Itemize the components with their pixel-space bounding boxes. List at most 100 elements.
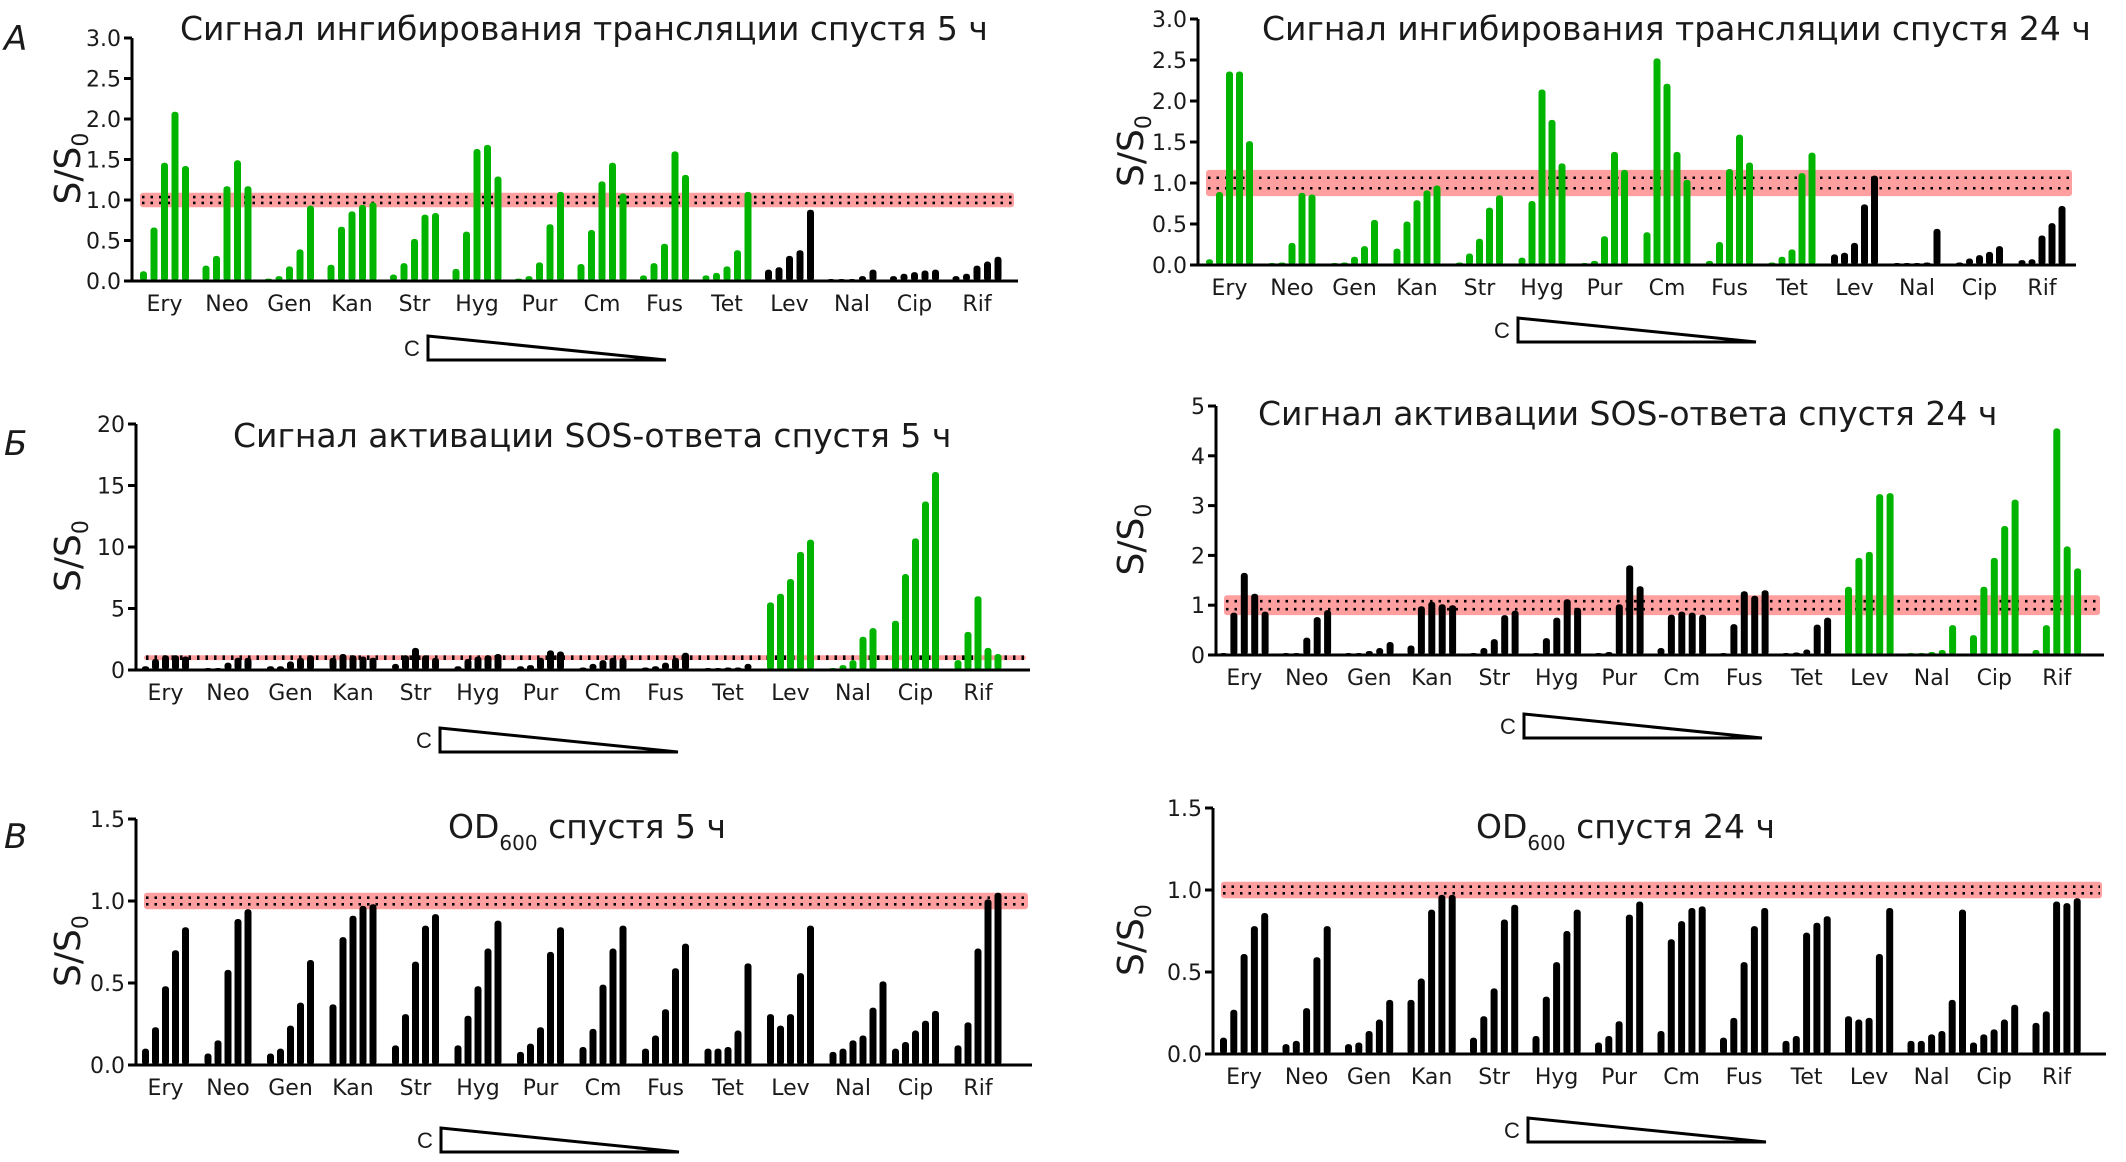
bar	[1501, 615, 1509, 655]
bar-group-lev	[767, 925, 814, 1065]
y-axis-label: S/S0	[1111, 904, 1157, 976]
bar	[557, 651, 564, 670]
bar	[1990, 557, 1998, 655]
y-axis-label-subscript: 0	[69, 915, 94, 929]
bar	[1308, 194, 1316, 265]
bar	[1236, 71, 1243, 265]
bar	[787, 578, 794, 670]
bar	[672, 968, 679, 1065]
bar	[1657, 1031, 1665, 1054]
bar	[1476, 238, 1483, 265]
x-tick-label: Str	[400, 1076, 433, 1101]
bar-group-hyg	[1532, 909, 1581, 1054]
x-tick-label: Hyg	[456, 1076, 500, 1101]
bar-group-nal	[1907, 909, 1966, 1054]
bar	[1220, 1037, 1227, 1054]
bar	[474, 986, 482, 1065]
bar	[1841, 252, 1848, 265]
bar-group-pur	[1595, 565, 1644, 655]
bar	[161, 162, 168, 281]
bar-group-fus	[1706, 134, 1753, 265]
y-tick-label: 1.0	[1167, 879, 1202, 904]
bar	[537, 657, 544, 670]
title-subscript: 600	[499, 831, 537, 855]
bar	[1823, 916, 1831, 1054]
bar	[1553, 617, 1561, 655]
bar	[787, 1014, 794, 1065]
y-tick-label: 0.0	[86, 270, 121, 295]
concentration-triangle	[439, 1126, 680, 1154]
bar	[287, 1025, 294, 1065]
bar	[547, 650, 554, 670]
bar	[171, 111, 179, 282]
bar	[1303, 1008, 1311, 1054]
bar-group-gen	[1345, 642, 1394, 655]
chart-title: Сигнал активации SOS-ответа спустя 5 ч	[233, 416, 951, 455]
bar	[879, 981, 887, 1065]
x-tick-label: Neo	[206, 681, 249, 706]
bar	[619, 657, 627, 670]
bar	[392, 1045, 399, 1065]
bar-group-kan	[1393, 185, 1441, 265]
bar-group-cip	[890, 269, 939, 281]
concentration-gradient-icon: C	[1500, 712, 1763, 740]
bar	[1500, 919, 1508, 1054]
bar	[2011, 1004, 2019, 1054]
bar	[484, 655, 492, 670]
bar	[2063, 903, 2071, 1054]
bar	[338, 226, 345, 281]
bar	[1813, 922, 1821, 1054]
bar	[172, 655, 179, 670]
bar	[869, 269, 877, 281]
bar	[797, 973, 804, 1065]
bar	[765, 269, 772, 281]
concentration-label: C	[1500, 714, 1516, 739]
bar	[1496, 195, 1503, 265]
x-tick-label: Cm	[1663, 666, 1700, 691]
bar	[1986, 251, 1993, 265]
bar	[1740, 962, 1748, 1054]
bar	[359, 656, 367, 670]
bar	[182, 927, 189, 1065]
bar	[797, 551, 804, 670]
bar	[1511, 610, 1519, 655]
concentration-gradient-icon: C	[1494, 316, 1757, 344]
bar	[807, 209, 814, 281]
bar	[267, 1053, 274, 1065]
concentration-triangle	[438, 726, 679, 754]
bar	[390, 274, 397, 281]
x-tick-label: Fus	[1726, 666, 1763, 691]
bar	[902, 574, 909, 670]
y-tick-label: 1.0	[90, 890, 125, 915]
bar	[1886, 493, 1894, 655]
bar	[1855, 557, 1863, 655]
bar	[994, 892, 1002, 1065]
panel-letter-b: Б	[4, 424, 27, 464]
bar	[557, 927, 564, 1065]
bar	[1865, 1017, 1873, 1054]
x-tick-label: Kan	[1411, 1065, 1452, 1090]
bar	[869, 1007, 877, 1065]
x-tick-label: Hyg	[1535, 1065, 1579, 1090]
y-tick-label: 0	[1191, 644, 1205, 669]
x-tick-label: Cip	[898, 681, 933, 706]
bar-group-fus	[1720, 908, 1769, 1054]
bar-group-str	[392, 647, 439, 670]
bar	[1250, 926, 1258, 1054]
bar	[1636, 901, 1644, 1054]
bar	[662, 662, 669, 670]
bar	[1730, 1017, 1738, 1054]
y-tick-label: 0.0	[1152, 254, 1187, 279]
bar	[1282, 1044, 1290, 1054]
bar	[1298, 192, 1306, 265]
bar-group-kan	[1407, 601, 1457, 655]
x-tick-label: Cip	[898, 1076, 933, 1101]
concentration-triangle	[426, 334, 667, 362]
bar	[2053, 901, 2061, 1054]
y-tick-label: 4	[1191, 445, 1205, 470]
bar	[172, 950, 179, 1065]
bar	[1595, 1042, 1602, 1054]
bar	[1792, 1035, 1800, 1054]
bar	[609, 162, 616, 281]
bar	[1573, 909, 1581, 1054]
